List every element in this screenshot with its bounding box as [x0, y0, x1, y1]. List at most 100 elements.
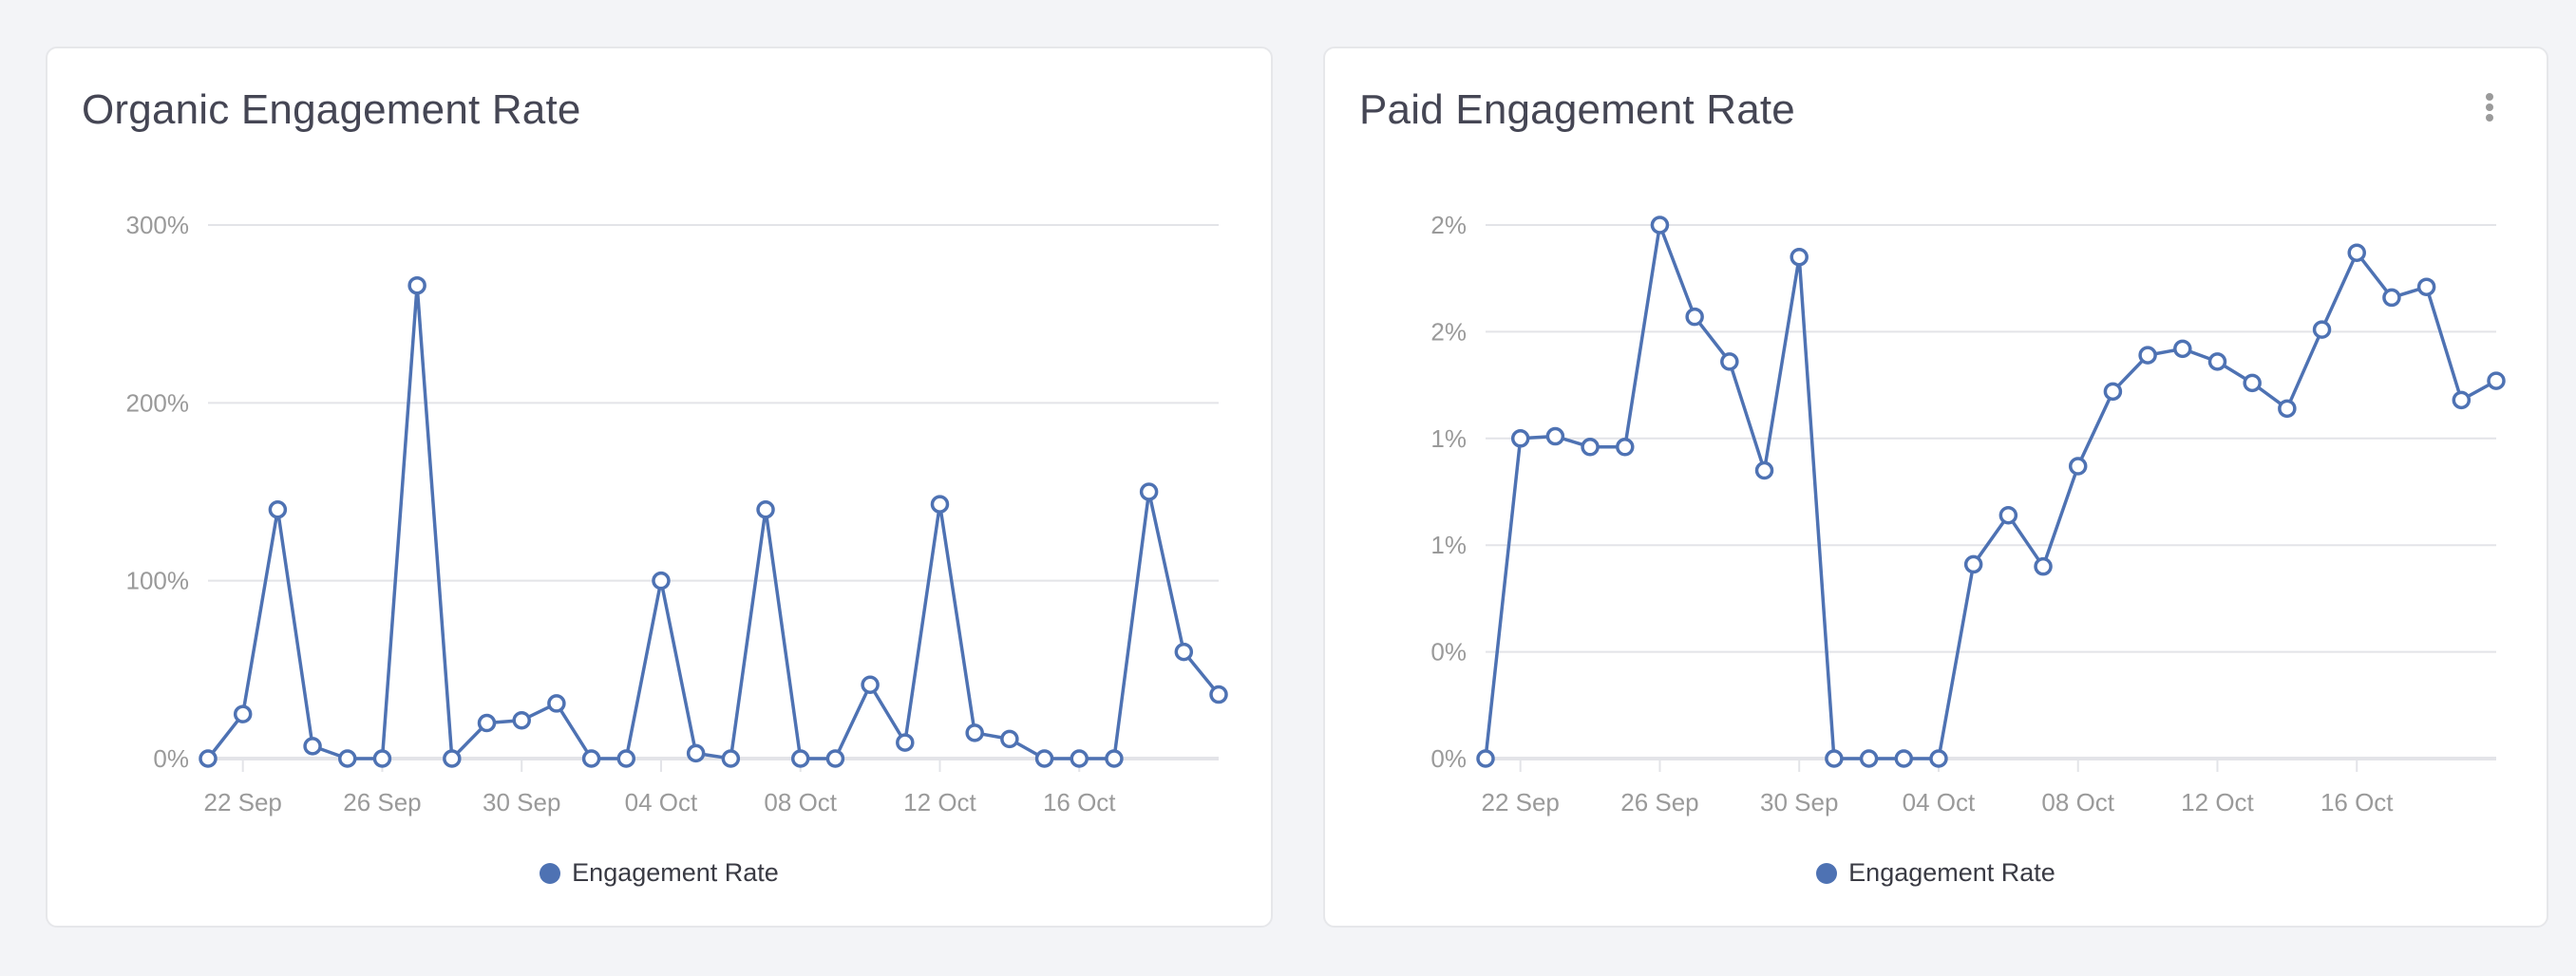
- data-point[interactable]: [199, 749, 218, 768]
- data-point[interactable]: [2452, 390, 2472, 410]
- data-point[interactable]: [652, 571, 671, 591]
- data-point[interactable]: [1581, 438, 1600, 457]
- legend-item-engagement-rate[interactable]: Engagement Rate: [540, 858, 779, 888]
- data-point[interactable]: [790, 749, 810, 768]
- x-tick-label: 16 Oct: [1043, 788, 1116, 816]
- data-point[interactable]: [2347, 243, 2366, 262]
- data-point[interactable]: [2312, 320, 2332, 339]
- kebab-dot: [2486, 93, 2493, 101]
- data-point[interactable]: [1859, 749, 1879, 768]
- y-tick-label: 200%: [126, 388, 190, 417]
- series-line: [206, 283, 1221, 760]
- data-point[interactable]: [1139, 482, 1159, 501]
- x-tick-label: 22 Sep: [1481, 788, 1559, 816]
- legend-dot-icon: [1816, 862, 1838, 884]
- chart-legend: Engagement Rate: [47, 858, 1271, 891]
- data-point[interactable]: [1000, 729, 1019, 749]
- data-point[interactable]: [547, 694, 566, 713]
- data-point[interactable]: [825, 749, 845, 768]
- x-tick-label: 08 Oct: [764, 788, 837, 816]
- legend-label: Engagement Rate: [1848, 858, 2055, 887]
- x-tick-label: 08 Oct: [2041, 788, 2114, 816]
- kebab-dot: [2486, 103, 2493, 111]
- data-point[interactable]: [1545, 426, 1565, 446]
- data-point[interactable]: [1616, 438, 1635, 457]
- y-tick-label: 2%: [1430, 211, 1467, 239]
- data-point[interactable]: [268, 499, 288, 519]
- data-point[interactable]: [2103, 382, 2123, 402]
- x-tick-label: 12 Oct: [903, 788, 976, 816]
- x-tick-label: 22 Sep: [203, 788, 281, 816]
- x-tick-label: 30 Sep: [1760, 788, 1838, 816]
- data-point[interactable]: [2487, 371, 2506, 390]
- y-tick-label: 300%: [126, 211, 190, 239]
- kebab-dot: [2486, 114, 2493, 122]
- data-point[interactable]: [2243, 373, 2262, 393]
- card-title: Organic Engagement Rate: [82, 86, 581, 133]
- data-point[interactable]: [1476, 749, 1495, 768]
- x-tick-label: 12 Oct: [2181, 788, 2254, 816]
- data-point[interactable]: [1754, 460, 1774, 480]
- data-point[interactable]: [1105, 749, 1124, 768]
- paid-engagement-card: Paid Engagement Rate 0% 0% 1% 1% 2% 2% 22 Sep 2…: [1323, 47, 2548, 928]
- data-point[interactable]: [2068, 457, 2088, 476]
- data-point[interactable]: [1650, 216, 1670, 235]
- data-point[interactable]: [2207, 352, 2227, 371]
- data-point[interactable]: [721, 749, 741, 768]
- x-tick-label: 04 Oct: [1903, 788, 1976, 816]
- legend-label: Engagement Rate: [572, 858, 779, 887]
- data-point[interactable]: [1510, 429, 1530, 448]
- data-point[interactable]: [338, 749, 357, 768]
- data-point[interactable]: [512, 710, 531, 730]
- data-point[interactable]: [1825, 749, 1844, 768]
- x-tick-label: 04 Oct: [625, 788, 698, 816]
- y-tick-label: 1%: [1430, 531, 1467, 559]
- data-point[interactable]: [616, 749, 636, 768]
- data-point[interactable]: [1963, 554, 1983, 574]
- data-point[interactable]: [581, 749, 601, 768]
- data-point[interactable]: [1929, 749, 1948, 768]
- y-tick-label: 0%: [153, 744, 189, 773]
- legend-dot-icon: [540, 862, 561, 884]
- chart-legend: Engagement Rate: [1325, 858, 2547, 891]
- y-tick-label: 0%: [1430, 744, 1467, 773]
- data-point[interactable]: [2173, 339, 2192, 359]
- data-point[interactable]: [1685, 307, 1704, 327]
- data-point[interactable]: [861, 675, 880, 695]
- data-point[interactable]: [2416, 277, 2436, 296]
- series-line: [1484, 223, 2497, 760]
- data-point[interactable]: [443, 749, 462, 768]
- data-point[interactable]: [930, 495, 950, 514]
- data-point[interactable]: [896, 733, 915, 752]
- data-point[interactable]: [965, 723, 984, 742]
- x-tick-label: 26 Sep: [343, 788, 421, 816]
- organic-engagement-card: Organic Engagement Rate 0% 100% 200% 300% 22…: [46, 47, 1273, 928]
- data-point[interactable]: [1790, 247, 1809, 267]
- card-title: Paid Engagement Rate: [1359, 86, 1795, 133]
- data-point[interactable]: [2138, 346, 2157, 365]
- data-point[interactable]: [1070, 749, 1089, 768]
- data-point[interactable]: [2278, 399, 2297, 419]
- data-point[interactable]: [1174, 642, 1194, 662]
- data-point[interactable]: [2382, 288, 2401, 308]
- data-point[interactable]: [372, 749, 392, 768]
- data-point[interactable]: [407, 275, 426, 295]
- data-point[interactable]: [1720, 352, 1739, 371]
- data-point[interactable]: [1209, 685, 1228, 704]
- legend-item-engagement-rate[interactable]: Engagement Rate: [1816, 858, 2055, 888]
- data-point[interactable]: [1894, 749, 1914, 768]
- organic-engagement-chart: 0% 100% 200% 300% 22 Sep 26 Sep 30 Sep 04 Oct 08…: [126, 211, 1228, 816]
- y-tick-label: 1%: [1430, 424, 1467, 453]
- data-point[interactable]: [233, 704, 253, 723]
- data-point[interactable]: [1034, 749, 1054, 768]
- x-tick-label: 30 Sep: [483, 788, 560, 816]
- x-tick-label: 26 Sep: [1620, 788, 1698, 816]
- data-point[interactable]: [477, 713, 497, 733]
- data-point[interactable]: [2034, 556, 2053, 576]
- kebab-menu-icon[interactable]: [2480, 90, 2499, 132]
- y-tick-label: 100%: [126, 567, 190, 595]
- data-point[interactable]: [756, 499, 775, 519]
- data-point[interactable]: [686, 743, 706, 763]
- data-point[interactable]: [1998, 505, 2018, 525]
- data-point[interactable]: [303, 737, 322, 756]
